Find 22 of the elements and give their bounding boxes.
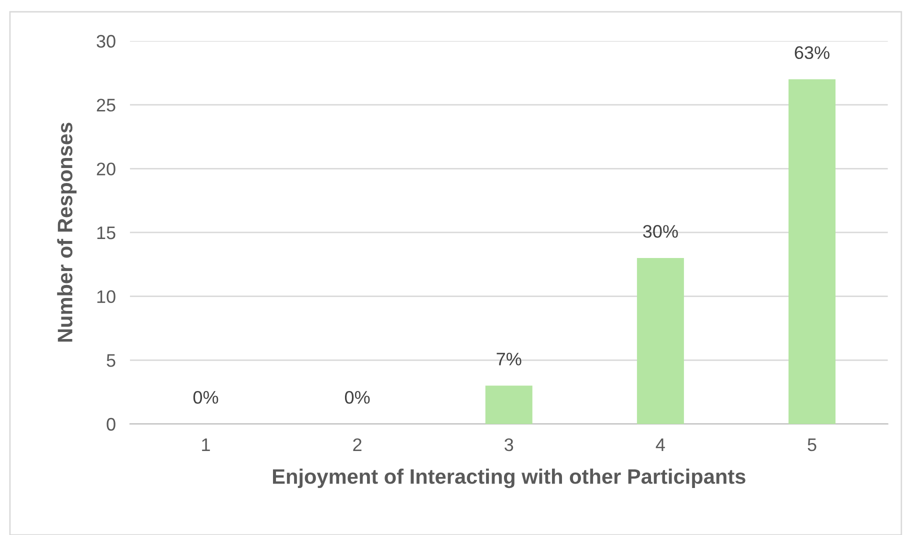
annotation: 30%	[643, 224, 678, 238]
y-tick-label: 15	[97, 226, 116, 240]
x-tick-label: 3	[504, 438, 514, 452]
y-tick-label: 20	[96, 162, 116, 176]
annotation: 63%	[794, 46, 830, 60]
y-tick-label: 5	[106, 354, 116, 367]
x-tick-label: 2	[353, 438, 362, 451]
y-tick-label: 0	[106, 418, 116, 431]
x-axis-title: Enjoyment of Interacting with other Participants	[272, 468, 746, 488]
annotation: 7%	[496, 352, 522, 366]
y-axis-title: Number of Responses	[57, 122, 77, 342]
x-tick-label: 5	[808, 438, 816, 452]
x-tick-label: 4	[656, 438, 665, 451]
annotation: 0%	[193, 390, 218, 404]
y-tick-label: 10	[97, 290, 116, 304]
x-tick-label: 1	[202, 438, 210, 451]
annotation: 0%	[344, 390, 370, 404]
y-tick-label: 25	[96, 98, 116, 112]
bar	[788, 79, 836, 424]
bar	[485, 386, 532, 424]
bar	[636, 258, 684, 424]
y-tick-label: 30	[96, 34, 116, 48]
